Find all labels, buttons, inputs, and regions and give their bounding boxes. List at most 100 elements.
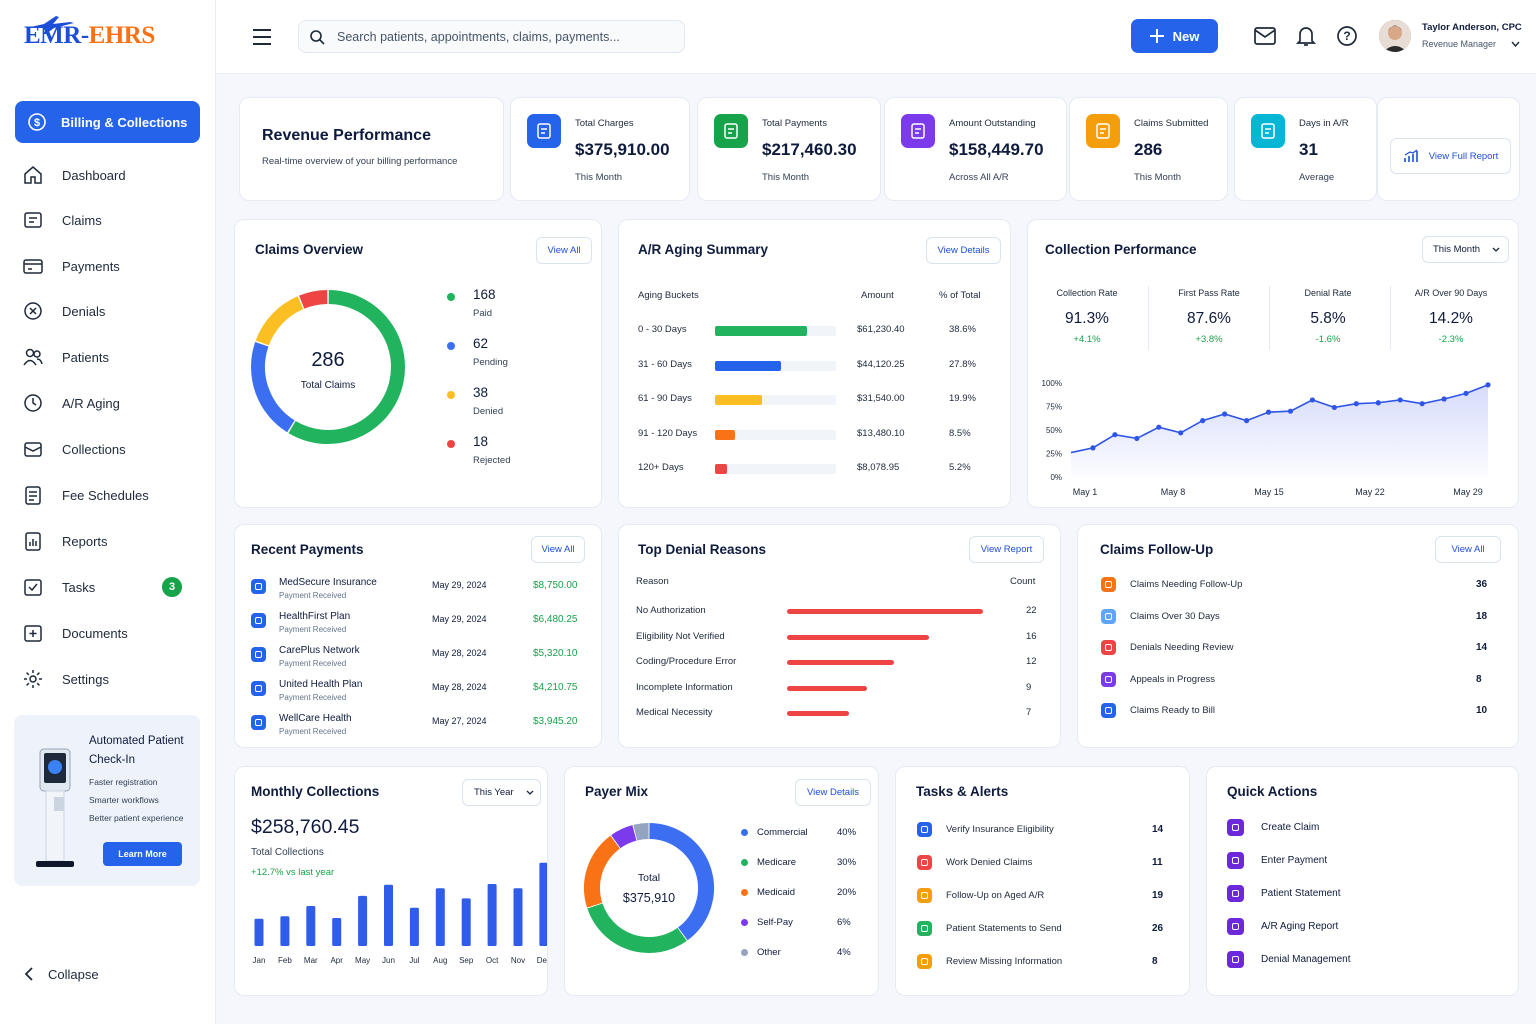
sidebar-item-tasks[interactable]: Tasks 3: [22, 574, 202, 600]
view-full-report-label: View Full Report: [1428, 150, 1499, 162]
collections-period-value: This Year: [474, 787, 514, 798]
x-tick-label: May 22: [1355, 487, 1385, 497]
sidebar-item-fee-schedules[interactable]: Fee Schedules: [22, 482, 202, 508]
bell-icon[interactable]: [1296, 25, 1316, 47]
denial-reason: Eligibility Not Verified: [636, 630, 725, 642]
sidebar-item-documents[interactable]: Documents: [22, 620, 202, 646]
collapse-button[interactable]: Collapse: [24, 966, 99, 982]
task-label[interactable]: Verify Insurance Eligibility: [946, 824, 1054, 835]
ar-percent: 5.2%: [949, 462, 971, 473]
data-point: [1331, 404, 1337, 411]
sidebar-item-dashboard[interactable]: Dashboard: [22, 162, 202, 188]
legend-label: Rejected: [473, 455, 511, 466]
quick-action-denial-management[interactable]: Denial Management: [1261, 954, 1351, 965]
sidebar-item-reports[interactable]: Reports: [22, 528, 202, 554]
month-bar: [280, 916, 290, 946]
month-bar: [435, 888, 445, 946]
metric-label: First Pass Rate: [1178, 288, 1240, 298]
task-count: 26: [1152, 923, 1164, 934]
learn-more-button[interactable]: Learn More: [103, 842, 182, 866]
sidebar-item-settings[interactable]: Settings: [22, 666, 202, 692]
monthly-collections-card: Monthly Collections This Year $258,760.4…: [234, 766, 548, 996]
view-full-report-button[interactable]: View Full Report: [1390, 138, 1511, 174]
payer-view-details-button[interactable]: View Details: [795, 779, 871, 806]
brand-logo[interactable]: EMR-EHRS: [24, 16, 155, 50]
avatar[interactable]: [1379, 20, 1411, 52]
sidebar-item-billing-collections[interactable]: $ Billing & Collections: [15, 101, 200, 143]
user-role[interactable]: Revenue Manager: [1422, 39, 1497, 49]
view-denials-report-button[interactable]: View Report: [969, 536, 1044, 563]
donut-slice-medicaid: [584, 835, 621, 908]
payment-status: Payment Received: [279, 693, 347, 702]
help-icon[interactable]: ?: [1336, 25, 1358, 47]
sidebar-item-claims[interactable]: Claims: [22, 207, 202, 233]
sidebar-item-collections[interactable]: Collections: [22, 436, 202, 462]
promo-line: Smarter workflows: [89, 795, 159, 805]
ar-view-details-button[interactable]: View Details: [926, 237, 1001, 264]
performance-metric: A/R Over 90 Days 14.2% -2.3%: [1391, 288, 1511, 345]
month-tick-label: Nov: [511, 956, 525, 965]
quick-action-create-claim[interactable]: Create Claim: [1261, 822, 1320, 833]
quick-action-enter-payment[interactable]: Enter Payment: [1261, 855, 1328, 866]
payment-status: Payment Received: [279, 591, 347, 600]
metric-value: 14.2%: [1429, 310, 1473, 327]
sidebar-item-payments[interactable]: Payments: [22, 253, 202, 279]
view-all-payments-button[interactable]: View All: [531, 536, 585, 563]
task-label[interactable]: Follow-Up on Aged A/R: [946, 890, 1045, 901]
collections-total-label: Total Collections: [251, 847, 324, 858]
recent-payments-title: Recent Payments: [251, 542, 364, 557]
task-label[interactable]: Review Missing Information: [946, 956, 1063, 967]
global-search-input[interactable]: Search patients, appointments, claims, p…: [298, 20, 685, 53]
sidebar-item-denials[interactable]: Denials: [22, 298, 202, 324]
followup-label[interactable]: Appeals in Progress: [1130, 673, 1216, 685]
payer-name[interactable]: MedSecure Insurance: [279, 577, 377, 588]
task-count: 8: [1152, 956, 1158, 967]
followup-label[interactable]: Denials Needing Review: [1130, 642, 1234, 653]
task-icon: [917, 855, 932, 870]
plus-icon: [1149, 29, 1164, 43]
collections-period-select[interactable]: This Year: [462, 779, 541, 806]
followup-label[interactable]: Claims Ready to Bill: [1130, 705, 1215, 716]
new-button[interactable]: New: [1131, 19, 1218, 53]
payment-amount: $6,480.25: [533, 614, 578, 625]
performance-metric: First Pass Rate 87.6% +3.8%: [1149, 288, 1269, 345]
ar-bar-fill: [715, 429, 736, 440]
legend-dot: [447, 391, 455, 399]
payer-legend-dot: [741, 889, 748, 896]
quick-action-a-r-aging-report[interactable]: A/R Aging Report: [1261, 921, 1339, 932]
sidebar-item-a-r-aging[interactable]: A/R Aging: [22, 390, 202, 416]
chevron-down-icon[interactable]: [1511, 41, 1520, 47]
mail-icon[interactable]: [1254, 27, 1276, 45]
kpi-value: $217,460.30: [762, 140, 857, 159]
followup-icon: [1101, 671, 1116, 687]
task-label[interactable]: Patient Statements to Send: [946, 923, 1062, 934]
task-label[interactable]: Work Denied Claims: [946, 857, 1033, 868]
recent-payments-card: Recent Payments View All MedSecure Insur…: [234, 524, 602, 748]
donut-slice-denied: [255, 296, 304, 346]
clock-icon: [24, 394, 42, 412]
ar-bar-fill: [715, 464, 728, 474]
payment-status: Payment Received: [279, 727, 347, 736]
days-ar-icon: [1251, 114, 1285, 148]
legend-value: 18: [473, 434, 489, 449]
user-name[interactable]: Taylor Anderson, CPC: [1422, 22, 1522, 33]
payer-name[interactable]: CarePlus Network: [279, 645, 360, 656]
view-all-followup-button[interactable]: View All: [1435, 536, 1501, 563]
payer-name[interactable]: HealthFirst Plan: [279, 611, 351, 622]
hamburger-menu-icon[interactable]: [252, 28, 272, 46]
denial-bar: [787, 685, 868, 691]
followup-label[interactable]: Claims Over 30 Days: [1130, 610, 1220, 622]
metric-divider: [1389, 286, 1391, 350]
quick-action-patient-statement[interactable]: Patient Statement: [1261, 888, 1341, 899]
denial-count: 9: [1026, 681, 1032, 693]
data-point: [1090, 445, 1096, 451]
followup-label[interactable]: Claims Needing Follow-Up: [1130, 579, 1243, 590]
month-tick-label: Jan: [253, 956, 266, 965]
view-all-claims-button[interactable]: View All: [536, 237, 592, 264]
sidebar-item-patients[interactable]: Patients: [22, 344, 202, 370]
payer-name[interactable]: United Health Plan: [279, 679, 363, 690]
sidebar-item-label: Settings: [62, 671, 109, 687]
donut-slice-self-pay: [611, 825, 637, 849]
collection-period-select[interactable]: This Month: [1422, 236, 1509, 263]
payer-name[interactable]: WellCare Health: [279, 713, 352, 724]
